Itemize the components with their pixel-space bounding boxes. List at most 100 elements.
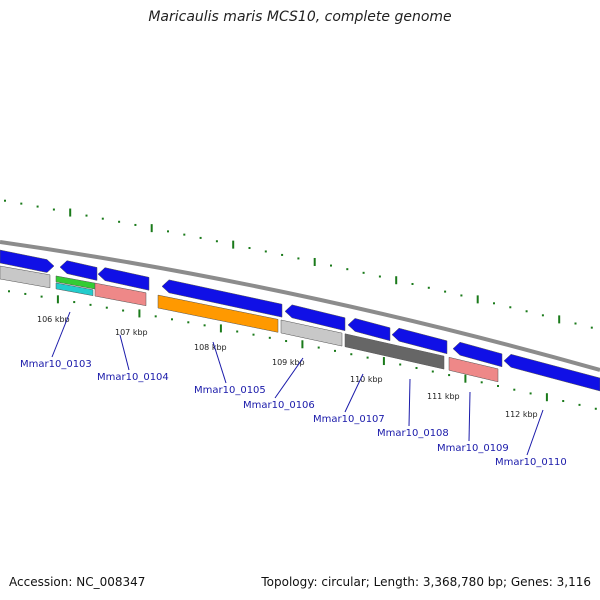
ruler-minor-tick — [285, 340, 288, 343]
ruler-minor-tick — [134, 223, 137, 226]
ruler-minor-tick — [154, 315, 157, 318]
ruler-minor-tick — [427, 286, 430, 289]
ruler-minor-tick — [215, 240, 218, 243]
ruler-minor-tick — [36, 205, 39, 208]
ruler-minor-tick — [73, 301, 76, 304]
gene-arrow — [161, 279, 283, 318]
ruler-minor-tick — [4, 199, 6, 202]
gene-label[interactable]: Mmar10_0109 — [437, 443, 509, 454]
ruler-major-tick — [476, 295, 479, 304]
accession-text: Accession: NC_008347 — [9, 575, 146, 589]
ruler-major-tick — [301, 340, 304, 349]
ruler-minor-tick — [529, 392, 532, 395]
ruler-minor-tick — [317, 346, 320, 349]
ruler-minor-tick — [330, 264, 332, 267]
gene-arrow — [157, 294, 279, 333]
ruler-major-tick — [232, 240, 235, 249]
ruler-minor-tick — [236, 330, 239, 333]
gene-label-connector — [408, 378, 411, 427]
ruler-major-tick — [69, 208, 72, 217]
gene-features — [0, 249, 600, 392]
ruler-major-tick — [150, 224, 153, 233]
ruler-major-tick — [313, 257, 316, 266]
ruler-minor-tick — [525, 310, 528, 313]
ruler-major-tick — [464, 374, 467, 383]
ruler-major-tick — [219, 324, 222, 333]
ruler-minor-tick — [411, 282, 414, 285]
ruler-major-tick — [545, 393, 548, 402]
gene-label[interactable]: Mmar10_0104 — [97, 372, 169, 383]
ruler-minor-tick — [20, 202, 23, 205]
ruler-minor-tick — [334, 349, 336, 352]
ruler-minor-tick — [297, 257, 300, 260]
gene-label[interactable]: Mmar10_0103 — [20, 359, 92, 370]
ruler-minor-tick — [574, 322, 577, 325]
ruler-minor-tick — [199, 236, 202, 239]
gene-arrow — [59, 260, 98, 281]
ruler-minor-tick — [431, 370, 434, 373]
gene-arrow — [94, 282, 147, 307]
ruler-minor-tick — [85, 214, 88, 217]
ruler-minor-tick — [480, 381, 483, 384]
ruler-minor-tick — [366, 356, 369, 359]
topology-summary: Topology: circular; Length: 3,368,780 bp… — [261, 575, 591, 589]
gene-label-connector — [274, 357, 304, 399]
ruler-minor-tick — [594, 407, 597, 410]
ruler-minor-tick — [590, 326, 593, 329]
gene-arrow — [97, 267, 150, 291]
tick-label: 107 kbp — [115, 328, 148, 337]
ruler-minor-tick — [415, 366, 418, 369]
ruler-minor-tick — [497, 384, 499, 387]
tick-label: 109 kbp — [272, 358, 305, 367]
ruler-minor-tick — [281, 253, 284, 256]
gene-labels: Mmar10_0103 Mmar10_0104 Mmar10_0105 Mmar10_… — [20, 311, 567, 468]
ruler-minor-tick — [183, 233, 186, 236]
gene-arrow — [55, 282, 94, 296]
inner-ruler — [8, 290, 597, 410]
ruler-minor-tick — [448, 374, 451, 377]
tick-label: 108 kbp — [194, 343, 227, 352]
ruler-minor-tick — [8, 290, 10, 293]
gene-arrow — [280, 319, 343, 347]
gene-label[interactable]: Mmar10_0105 — [194, 385, 266, 396]
ruler-minor-tick — [203, 324, 206, 327]
tick-label: 111 kbp — [427, 392, 460, 401]
ruler-minor-tick — [24, 292, 27, 295]
tick-labels: 106 kbp 107 kbp 108 kbp 109 kbp 110 kbp 111 k… — [37, 315, 538, 419]
gene-label-connector — [212, 341, 227, 384]
ruler-minor-tick — [171, 318, 173, 321]
gene-label-connector — [526, 409, 544, 456]
ruler-minor-tick — [346, 268, 349, 271]
tick-label: 112 kbp — [505, 410, 538, 419]
ruler-minor-tick — [378, 275, 381, 278]
ruler-minor-tick — [493, 302, 495, 305]
gene-label-connector — [119, 334, 130, 371]
ruler-minor-tick — [562, 400, 565, 403]
ruler-minor-tick — [118, 220, 121, 223]
ruler-minor-tick — [362, 271, 365, 274]
gene-label[interactable]: Mmar10_0106 — [243, 400, 315, 411]
ruler-minor-tick — [444, 290, 447, 293]
ruler-minor-tick — [105, 306, 108, 309]
ruler-minor-tick — [541, 314, 544, 317]
gene-label-connector — [468, 391, 471, 442]
gene-label[interactable]: Mmar10_0110 — [495, 457, 567, 468]
ruler-minor-tick — [578, 403, 581, 406]
gene-label[interactable]: Mmar10_0107 — [313, 414, 385, 425]
gene-label[interactable]: Mmar10_0108 — [377, 428, 449, 439]
ruler-minor-tick — [513, 388, 516, 391]
gene-arrow — [0, 249, 55, 273]
gene-arrow — [344, 333, 445, 370]
ruler-minor-tick — [167, 230, 169, 233]
gene-label-connector — [51, 311, 71, 358]
ruler-minor-tick — [101, 217, 104, 220]
ruler-minor-tick — [350, 353, 353, 356]
gene-arrow — [0, 265, 51, 289]
gene-label-connector — [344, 373, 364, 413]
tick-label: 110 kbp — [350, 375, 383, 384]
ruler-minor-tick — [40, 295, 43, 298]
gene-arrow — [452, 341, 503, 368]
ruler-minor-tick — [509, 306, 512, 309]
ruler-major-tick — [558, 315, 561, 324]
gene-arrow — [503, 354, 600, 392]
